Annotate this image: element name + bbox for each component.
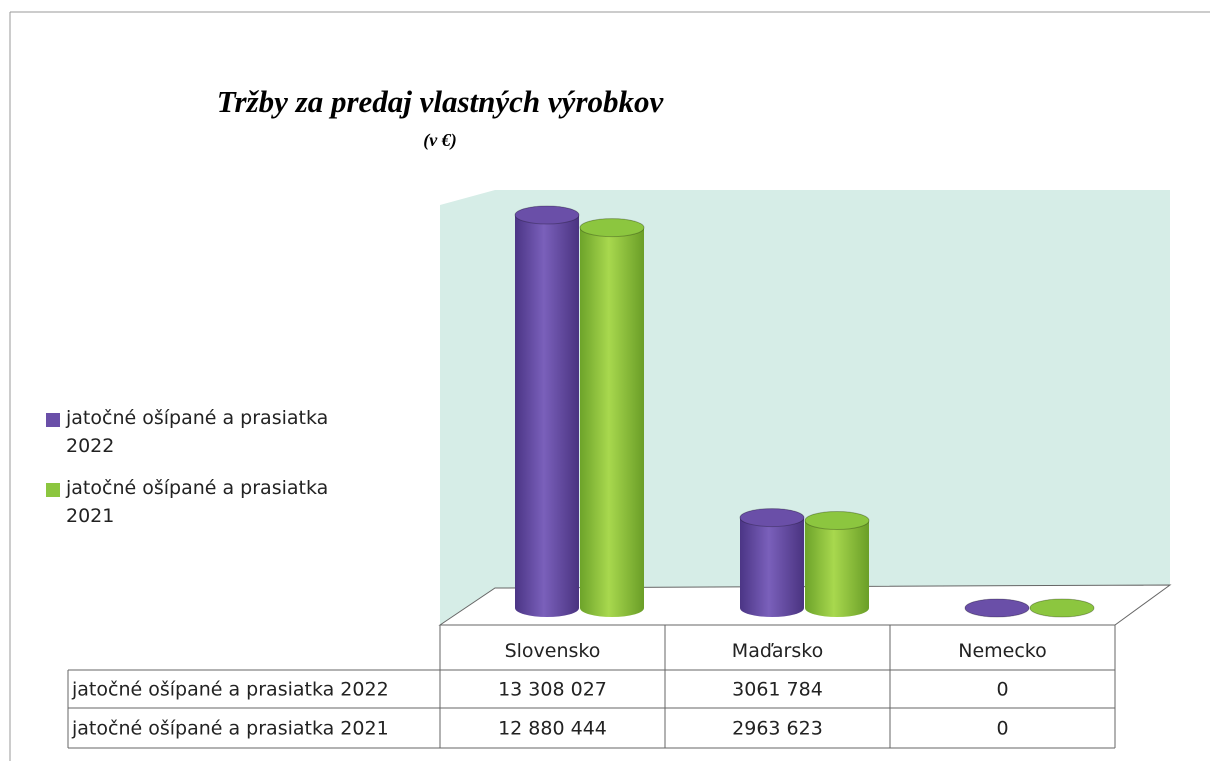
cylinder-top [804,510,870,530]
legend-label: jatočné ošípané a prasiatka 2022 [66,407,329,457]
cylinder-top [514,205,580,225]
cylinder [805,511,869,617]
row-header: jatočné ošípané a prasiatka 2021 [71,718,389,740]
table-value: 13 308 027 [498,679,607,701]
cylinder-top [739,508,805,528]
legend-swatch [46,413,60,427]
table-value: 2963 623 [732,718,823,740]
legend-item: jatočné ošípané a prasiatka 2021 [44,474,374,530]
table-value: 0 [996,679,1008,701]
legend-item: jatočné ošípané a prasiatka 2022 [44,404,374,460]
cylinder-top [964,598,1030,618]
cylinder [580,218,644,618]
legend: jatočné ošípané a prasiatka 2022 jatočné … [44,404,374,544]
cylinder [740,508,804,617]
table-value: 3061 784 [732,679,823,701]
legend-swatch [46,483,60,497]
category-label: Slovensko [505,640,601,662]
row-header: jatočné ošípané a prasiatka 2022 [71,679,389,701]
category-label: Maďarsko [732,640,823,662]
table-value: 12 880 444 [498,718,607,740]
table-value: 0 [996,718,1008,740]
chart-title: Tržby za predaj vlastných výrobkov [217,84,665,119]
category-label: Nemecko [958,640,1047,662]
chart-subtitle: (v €) [423,130,456,151]
cylinder [515,206,579,617]
cylinder-top [579,218,645,238]
legend-label: jatočné ošípané a prasiatka 2021 [66,477,329,527]
cylinder-top [1029,598,1095,618]
